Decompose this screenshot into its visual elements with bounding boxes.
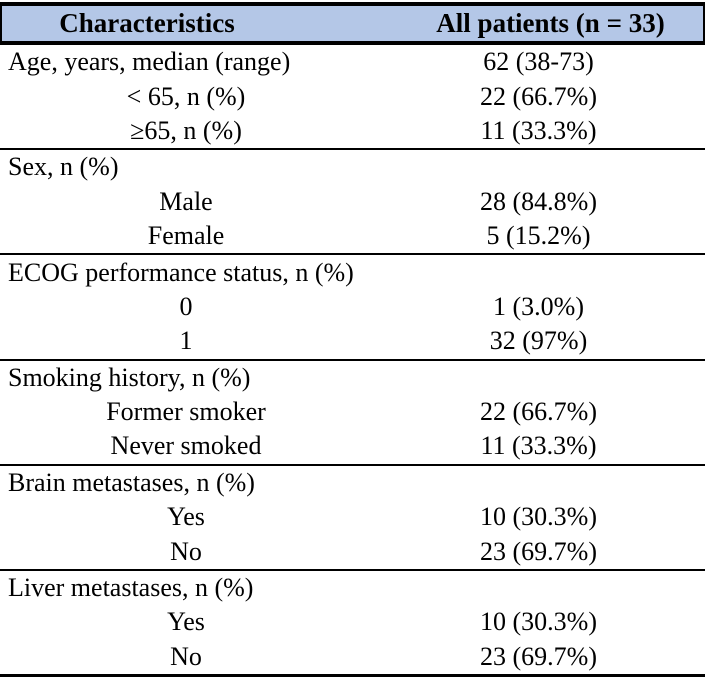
row-label: Male: [159, 186, 213, 216]
patient-characteristics-table: Characteristics All patients (n = 33) Ag…: [0, 2, 705, 678]
table-section-ecog: ECOG performance status, n (%) 0 1 (3.0%…: [0, 253, 705, 358]
table-row: Male 28 (84.8%): [0, 185, 705, 219]
header-cell-all-patients: All patients (n = 33): [436, 8, 665, 38]
table-section-liver-metastases: Liver metastases, n (%) Yes 10 (30.3%) N…: [0, 568, 705, 674]
table-row: Female 5 (15.2%): [0, 219, 705, 253]
table-row: 1 32 (97%): [0, 324, 705, 358]
table-row: Yes 10 (30.3%): [0, 605, 705, 639]
table-section-sex: Sex, n (%) Male 28 (84.8%) Female 5 (15.…: [0, 148, 705, 253]
table-row: Liver metastases, n (%): [0, 571, 705, 605]
header-cell-characteristics: Characteristics: [59, 8, 235, 38]
row-label: Female: [147, 221, 225, 251]
table-row: No 23 (69.7%): [0, 534, 705, 568]
row-label: Never smoked: [110, 431, 262, 461]
row-value: 11 (33.3%): [480, 431, 597, 461]
row-label: No: [170, 536, 202, 566]
row-value: 10 (30.3%): [480, 502, 597, 532]
table-row: Yes 10 (30.3%): [0, 500, 705, 534]
row-value: 22 (66.7%): [480, 397, 597, 427]
table-row: Smoking history, n (%): [0, 361, 705, 395]
table-row: ECOG performance status, n (%): [0, 255, 705, 289]
row-label: 1: [179, 326, 193, 356]
table-row: Never smoked 11 (33.3%): [0, 429, 705, 463]
table-section-brain-metastases: Brain metastases, n (%) Yes 10 (30.3%) N…: [0, 463, 705, 569]
table-row: < 65, n (%) 22 (66.7%): [0, 79, 705, 113]
row-label: ECOG performance status, n (%): [8, 257, 354, 287]
row-value: 22 (66.7%): [480, 81, 597, 111]
row-label: < 65, n (%): [126, 81, 246, 111]
row-label: 0: [179, 291, 193, 321]
table-row: Brain metastases, n (%): [0, 466, 705, 500]
row-value: 1 (3.0%): [493, 291, 584, 321]
row-value: 62 (38-73): [483, 47, 594, 77]
row-value: 32 (97%): [489, 326, 588, 356]
row-label: Sex, n (%): [8, 152, 119, 182]
table-row: 0 1 (3.0%): [0, 290, 705, 324]
row-label: Yes: [167, 607, 205, 637]
table-header-row: Characteristics All patients (n = 33): [0, 6, 705, 45]
row-value: 5 (15.2%): [486, 221, 591, 251]
table-section-smoking: Smoking history, n (%) Former smoker 22 …: [0, 358, 705, 464]
row-label: Brain metastases, n (%): [8, 467, 255, 497]
row-label: Age, years, median (range): [8, 47, 291, 77]
table-section-age: Age, years, median (range) 62 (38-73) < …: [0, 45, 705, 148]
row-label: Former smoker: [106, 397, 266, 427]
table-row: ≥65, n (%) 11 (33.3%): [0, 114, 705, 148]
row-label: Liver metastases, n (%): [8, 573, 254, 603]
row-label: Smoking history, n (%): [8, 362, 251, 392]
row-label: No: [170, 641, 202, 671]
table-row: Age, years, median (range) 62 (38-73): [0, 45, 705, 79]
row-value: 11 (33.3%): [480, 115, 597, 145]
table-body: Age, years, median (range) 62 (38-73) < …: [0, 45, 705, 678]
row-label: Yes: [167, 502, 205, 532]
table-row: Former smoker 22 (66.7%): [0, 395, 705, 429]
row-value: 28 (84.8%): [480, 186, 597, 216]
row-value: 23 (69.7%): [480, 641, 597, 671]
row-label: ≥65, n (%): [130, 115, 242, 145]
table-row: No 23 (69.7%): [0, 640, 705, 674]
table-row: Sex, n (%): [0, 150, 705, 184]
row-value: 10 (30.3%): [480, 607, 597, 637]
row-value: 23 (69.7%): [480, 536, 597, 566]
